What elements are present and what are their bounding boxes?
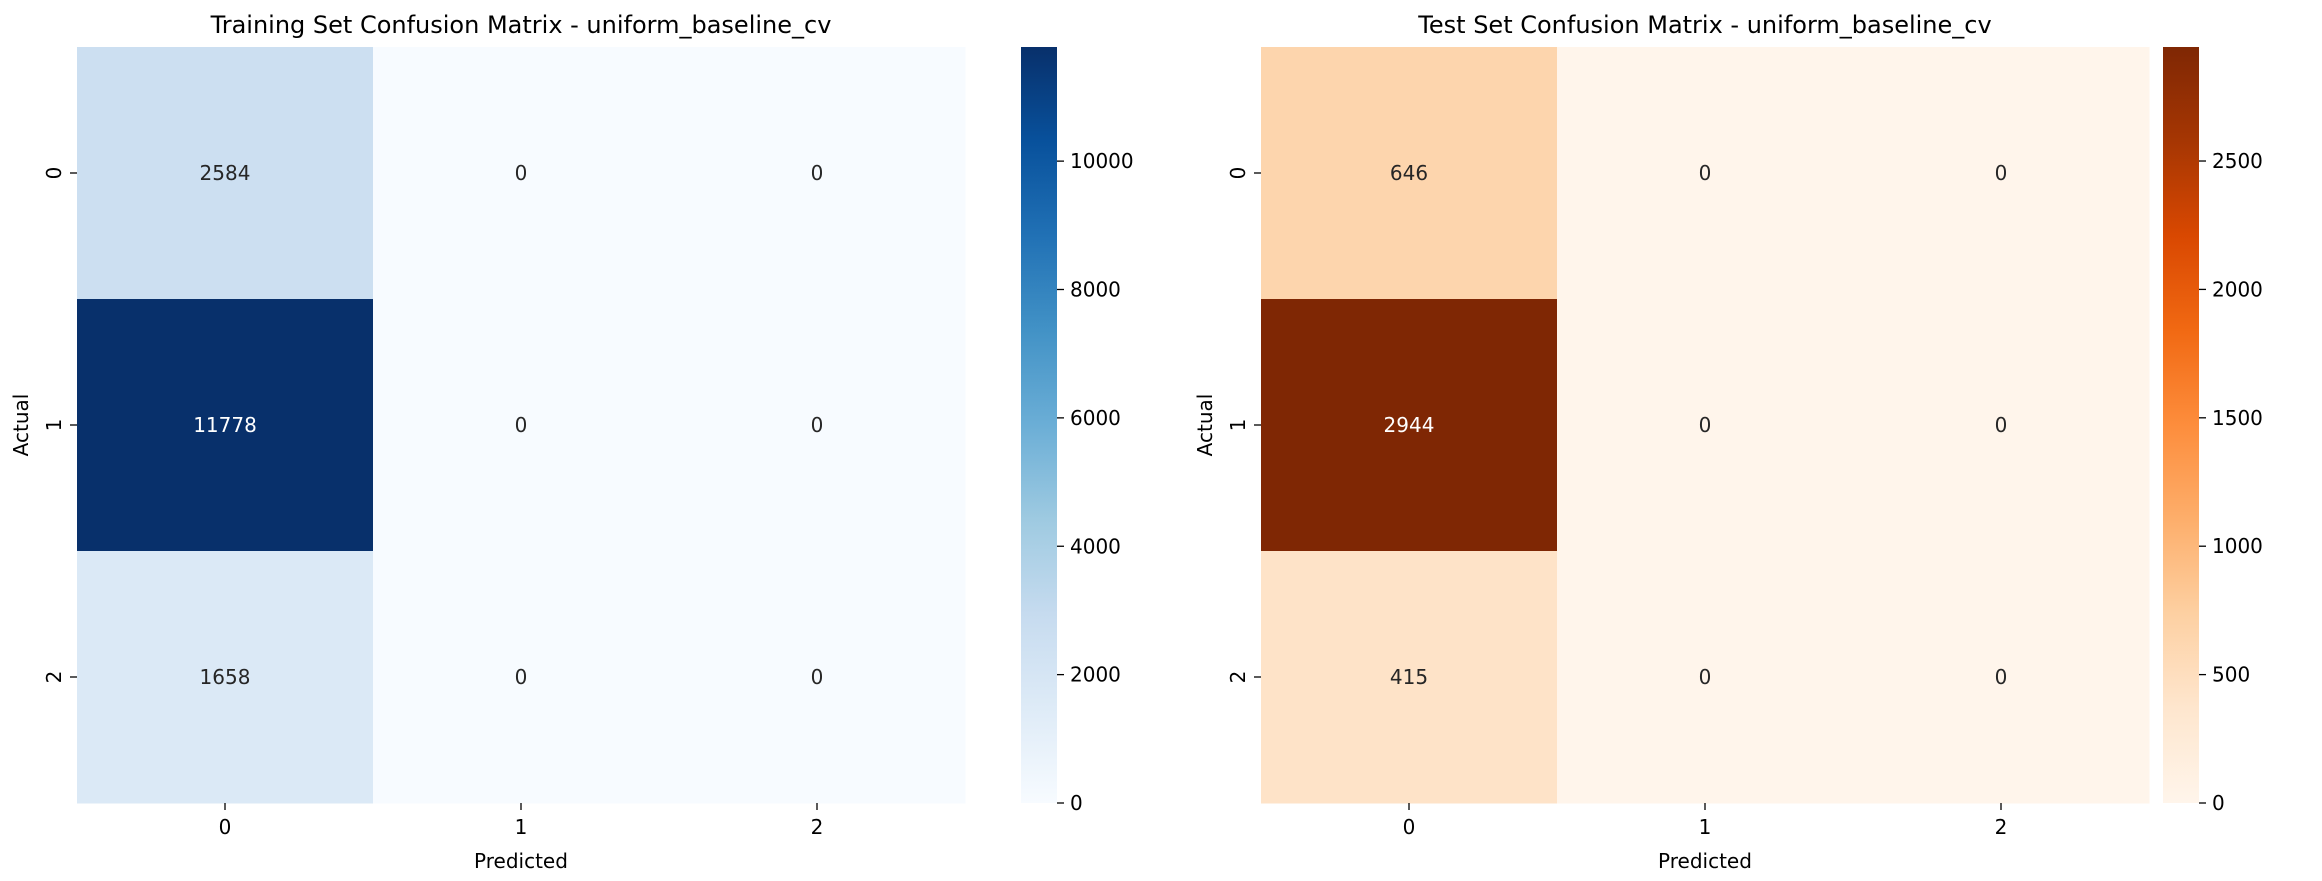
cell-value-label: 0 [1699,161,1712,185]
y-axis-label: Actual [1193,394,1217,457]
colorbar [1021,47,1057,803]
heatmap-cell [77,47,374,300]
cell-value-label: 0 [811,665,824,689]
heatmap-cell [669,551,966,804]
colorbar-tick-label: 0 [1070,791,1083,815]
heatmap-cell [1261,299,1558,552]
x-tick-label: 1 [1699,815,1712,839]
heatmap-cell [77,299,374,552]
cell-value-label: 0 [1995,161,2008,185]
x-tick-label: 0 [219,815,232,839]
y-tick-label: 1 [42,419,66,432]
cell-value-label: 11778 [193,413,257,437]
cell-value-label: 0 [1699,665,1712,689]
heatmap-cell [1261,47,1558,300]
x-axis-label: Predicted [474,849,568,873]
chart-title: Test Set Confusion Matrix - uniform_base… [1417,11,1991,39]
heatmap-cell [669,299,966,552]
heatmap-cell [669,47,966,300]
cell-value-label: 0 [1995,665,2008,689]
heatmap-cell [1853,299,2150,552]
colorbar-tick-label: 500 [2212,663,2250,687]
heatmap-panel-0: Training Set Confusion Matrix - uniform_… [9,11,1134,873]
colorbar-tick-label: 2500 [2212,149,2263,173]
y-tick-label: 2 [1226,671,1250,684]
colorbar-tick-label: 2000 [2212,277,2263,301]
colorbar-tick-label: 1000 [2212,534,2263,558]
y-tick-label: 2 [42,671,66,684]
y-tick-label: 1 [1226,419,1250,432]
heatmap-cell [373,551,670,804]
cell-value-label: 0 [515,413,528,437]
y-axis-label: Actual [9,394,33,457]
cell-value-label: 0 [811,161,824,185]
y-tick-label: 0 [1226,167,1250,180]
x-tick-label: 0 [1403,815,1416,839]
x-tick-label: 1 [515,815,528,839]
y-tick-label: 0 [42,167,66,180]
colorbar [2163,47,2199,803]
cell-value-label: 2584 [200,161,251,185]
colorbar-tick-label: 0 [2212,791,2225,815]
cell-value-label: 0 [1699,413,1712,437]
heatmap-cell [1557,47,1854,300]
colorbar-tick-label: 10000 [1070,149,1134,173]
colorbar-tick-label: 1500 [2212,406,2263,430]
chart-title: Training Set Confusion Matrix - uniform_… [210,11,832,39]
cell-value-label: 415 [1390,665,1428,689]
heatmap-cell [77,551,374,804]
heatmap-cell [1557,551,1854,804]
cell-value-label: 0 [811,413,824,437]
colorbar-tick-label: 6000 [1070,406,1121,430]
cell-value-label: 646 [1390,161,1428,185]
heatmap-cell [1853,47,2150,300]
heatmap-panel-1: Test Set Confusion Matrix - uniform_base… [1193,11,2263,873]
cell-value-label: 0 [515,665,528,689]
x-axis-label: Predicted [1658,849,1752,873]
cell-value-label: 0 [1995,413,2008,437]
x-tick-label: 2 [1995,815,2008,839]
heatmap-cell [1557,299,1854,552]
cell-value-label: 0 [515,161,528,185]
colorbar-tick-label: 8000 [1070,278,1121,302]
heatmap-cell [1853,551,2150,804]
colorbar-tick-label: 4000 [1070,534,1121,558]
heatmap-cell [373,299,670,552]
colorbar-tick-label: 2000 [1070,663,1121,687]
heatmap-cell [1261,551,1558,804]
x-tick-label: 2 [811,815,824,839]
cell-value-label: 1658 [200,665,251,689]
heatmap-cell [373,47,670,300]
cell-value-label: 2944 [1384,413,1435,437]
